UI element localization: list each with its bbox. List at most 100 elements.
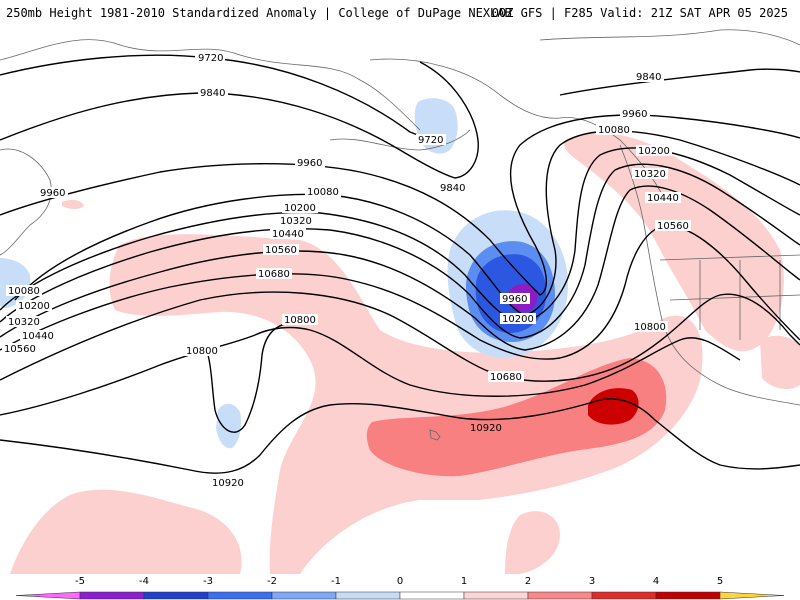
positive-anomaly-region-southeast xyxy=(760,335,800,390)
colorbar-tick-label: 5 xyxy=(717,576,723,587)
positive-anomaly-region-central-pacific xyxy=(109,234,703,574)
colorbar-tick-label: 0 xyxy=(397,576,403,587)
label-bg xyxy=(295,157,325,168)
contour-label-9720-alaska: 9720 xyxy=(418,135,443,146)
contour-label-10200-east: 10200 xyxy=(638,146,670,157)
contour-label-9960-east: 9960 xyxy=(622,109,647,120)
contour-10800-loop xyxy=(207,322,291,433)
header-bar: 250mb Height 1981-2010 Standardized Anom… xyxy=(0,0,800,26)
contour-label-10560-center: 10560 xyxy=(265,245,297,256)
colorbar-swatch xyxy=(719,591,785,600)
contour-label-9840-center: 9840 xyxy=(440,183,465,194)
label-bg xyxy=(270,228,306,239)
contour-label-10440-east: 10440 xyxy=(647,193,679,204)
colorbar-tick-label: 4 xyxy=(653,576,659,587)
contour-label-10080-west: 10080 xyxy=(8,286,40,297)
contour-labels: 9720 9720 9840 9840 9840 9960 9960 9960 … xyxy=(2,52,691,489)
colorbar-tick-labels: -5 -4 -3 -2 -1 0 1 2 3 4 5 xyxy=(75,576,723,587)
colorbar-swatch xyxy=(527,591,593,600)
coastline-siberia xyxy=(0,39,421,131)
label-bg xyxy=(438,182,468,193)
colorbar-tick-label: -4 xyxy=(139,576,149,587)
label-bg xyxy=(632,321,668,332)
label-bg xyxy=(198,87,228,98)
coastline-canada xyxy=(539,29,800,46)
label-bg xyxy=(2,343,38,354)
label-bg xyxy=(500,313,536,324)
contour-label-10920-center: 10920 xyxy=(470,423,502,434)
contour-label-10200-west: 10200 xyxy=(18,301,50,312)
state-borders xyxy=(659,254,800,340)
label-bg xyxy=(416,134,446,145)
label-bg xyxy=(636,145,672,156)
label-bg xyxy=(184,345,220,356)
colorbar-swatch xyxy=(399,591,465,600)
positive-anomaly-region-west-coast xyxy=(564,132,784,352)
contour-9840-west xyxy=(0,61,479,179)
contour-10440 xyxy=(0,185,800,351)
label-bg xyxy=(634,71,664,82)
label-bg xyxy=(632,168,668,179)
coastline-alaska xyxy=(369,58,666,201)
contour-label-10680-south: 10680 xyxy=(490,372,522,383)
contour-label-10320-west: 10320 xyxy=(8,317,40,328)
contour-label-10440-center: 10440 xyxy=(272,229,304,240)
anomaly-colorbar: -5 -4 -3 -2 -1 0 1 2 3 4 5 xyxy=(15,576,785,600)
colorbar-tick-label: -5 xyxy=(75,576,85,587)
colorbar-swatch xyxy=(655,591,721,600)
label-bg xyxy=(645,192,681,203)
contour-label-10200-center: 10200 xyxy=(284,203,316,214)
label-bg xyxy=(38,187,68,198)
positive-anomaly-region-south xyxy=(505,511,560,574)
label-bg xyxy=(256,268,292,279)
contour-label-10080-east: 10080 xyxy=(598,125,630,136)
contour-label-9840-east: 9840 xyxy=(636,72,661,83)
contour-label-10080-center: 10080 xyxy=(307,187,339,198)
contour-label-10800-east: 10800 xyxy=(634,322,666,333)
height-anomaly-map: 9720 9720 9840 9840 9840 9960 9960 9960 … xyxy=(0,29,800,574)
contour-label-10320-east: 10320 xyxy=(634,169,666,180)
contour-10320 xyxy=(0,163,800,339)
coastline-west-coast-na xyxy=(619,144,800,406)
positive-anomaly-region-southwest xyxy=(10,489,242,574)
label-bg xyxy=(282,202,318,213)
negative-anomaly-region-south xyxy=(216,403,242,449)
colorbar-tick-label: 3 xyxy=(589,576,595,587)
label-bg xyxy=(620,108,650,119)
label-bg xyxy=(20,330,56,341)
contour-label-9960-low: 9960 xyxy=(502,294,527,305)
contour-label-9960-center: 9960 xyxy=(297,158,322,169)
positive-anomaly-region-west-pacific xyxy=(62,199,84,209)
contour-label-10560-west: 10560 xyxy=(4,344,36,355)
strong-positive-anomaly-band xyxy=(366,358,667,477)
contour-label-9960-west: 9960 xyxy=(40,188,65,199)
label-bg xyxy=(596,124,632,135)
label-bg xyxy=(468,422,504,433)
contour-label-10320-center: 10320 xyxy=(280,216,312,227)
label-bg xyxy=(6,316,42,327)
colorbar-swatch xyxy=(143,591,209,600)
colorbar-tick-label: -2 xyxy=(267,576,277,587)
colorbar-swatch xyxy=(463,591,529,600)
contour-label-10800-west: 10800 xyxy=(186,346,218,357)
colorbar-tick-label: 2 xyxy=(525,576,531,587)
contour-10560 xyxy=(0,224,800,360)
colorbar-swatch xyxy=(15,591,81,600)
contour-10800 xyxy=(0,326,741,416)
contour-10080 xyxy=(14,130,800,316)
contour-label-10920-west: 10920 xyxy=(212,478,244,489)
island-hawaii xyxy=(429,429,441,441)
label-bg xyxy=(282,314,318,325)
valid-time-label: 00Z GFS | F285 Valid: 21Z SAT APR 05 202… xyxy=(491,6,788,20)
label-bg xyxy=(16,300,52,311)
contour-10920 xyxy=(0,398,800,474)
coastlines xyxy=(0,29,800,441)
label-bg xyxy=(488,371,524,382)
very-strong-positive-anomaly-core xyxy=(588,388,639,425)
contour-label-9840-west: 9840 xyxy=(200,88,225,99)
contour-10680 xyxy=(0,291,800,382)
coastline-kamchatka xyxy=(0,148,52,256)
contour-label-10200-low: 10200 xyxy=(502,314,534,325)
contour-label-10440-west: 10440 xyxy=(22,331,54,342)
